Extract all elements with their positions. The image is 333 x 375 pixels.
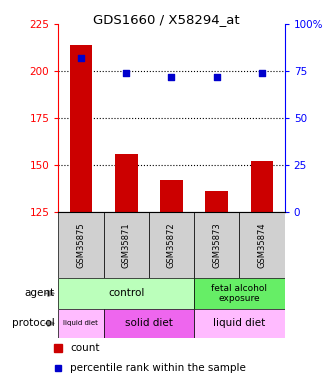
Bar (104, 309, 194, 338)
Bar (58, 212, 104, 278)
Text: fetal alcohol
exposure: fetal alcohol exposure (211, 284, 267, 303)
Point (78, 55, 84, 61)
Bar (251, 161, 273, 212)
Bar (194, 212, 239, 278)
Point (169, 74, 174, 80)
Text: count: count (70, 343, 100, 353)
Point (214, 74, 219, 80)
Bar (115, 154, 138, 212)
Text: GSM35875: GSM35875 (76, 222, 86, 267)
Bar (205, 191, 228, 212)
Point (124, 70, 129, 76)
Text: agent: agent (25, 288, 55, 298)
Text: GSM35874: GSM35874 (257, 222, 267, 267)
Text: GSM35871: GSM35871 (122, 222, 131, 267)
Bar (149, 212, 194, 278)
Bar (104, 212, 149, 278)
Text: GSM35873: GSM35873 (212, 222, 221, 268)
Text: control: control (108, 288, 145, 298)
Text: GSM35872: GSM35872 (167, 222, 176, 267)
Text: GDS1660 / X58294_at: GDS1660 / X58294_at (93, 13, 240, 26)
Text: liquid diet: liquid diet (64, 320, 98, 326)
Point (259, 70, 265, 76)
Text: protocol: protocol (12, 318, 55, 328)
Bar (160, 180, 183, 212)
Bar (194, 309, 285, 338)
Bar (70, 45, 92, 212)
Bar (239, 212, 285, 278)
Bar (58, 278, 194, 309)
Bar (58, 309, 104, 338)
Text: solid diet: solid diet (125, 318, 173, 328)
Text: percentile rank within the sample: percentile rank within the sample (70, 363, 246, 373)
Bar (194, 278, 285, 309)
Text: liquid diet: liquid diet (213, 318, 265, 328)
